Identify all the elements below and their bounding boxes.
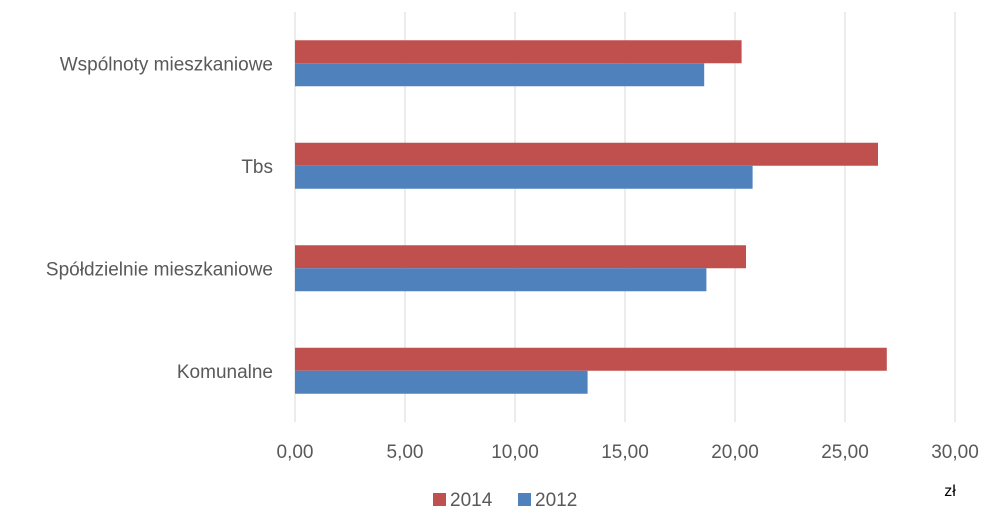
legend-swatch-2014 (433, 493, 446, 506)
bar-2014-1 (295, 142, 878, 166)
legend-label: 2014 (450, 490, 493, 511)
legend-swatch-2012 (518, 493, 531, 506)
bars (295, 40, 887, 394)
bar-2012-3 (295, 370, 588, 394)
category-label: Wspólnoty mieszkaniowe (60, 54, 273, 75)
x-axis-unit-label: zł (944, 483, 956, 500)
bar-2014-2 (295, 245, 746, 269)
bar-2014-0 (295, 40, 742, 64)
x-tick-label: 30,00 (931, 442, 979, 463)
bar-2012-0 (295, 63, 705, 87)
x-tick-label: 15,00 (601, 442, 649, 463)
x-axis-tick-labels: 0,00 5,00 10,00 15,00 20,00 25,00 30,00 (277, 442, 979, 463)
x-tick-label: 0,00 (277, 442, 314, 463)
bar-2012-2 (295, 268, 707, 292)
legend: 2014 2012 (433, 490, 577, 511)
category-label: Tbs (241, 157, 273, 178)
x-tick-label: 10,00 (491, 442, 539, 463)
x-tick-label: 20,00 (711, 442, 759, 463)
x-tick-label: 25,00 (821, 442, 869, 463)
x-tick-label: 5,00 (387, 442, 424, 463)
category-labels: Wspólnoty mieszkaniowe Tbs Spółdzielnie mi… (46, 54, 273, 383)
bar-2014-3 (295, 347, 887, 371)
category-label: Komunalne (177, 362, 273, 383)
legend-label: 2012 (535, 490, 577, 511)
bar-2012-1 (295, 165, 753, 189)
category-label: Spółdzielnie mieszkaniowe (46, 259, 273, 280)
